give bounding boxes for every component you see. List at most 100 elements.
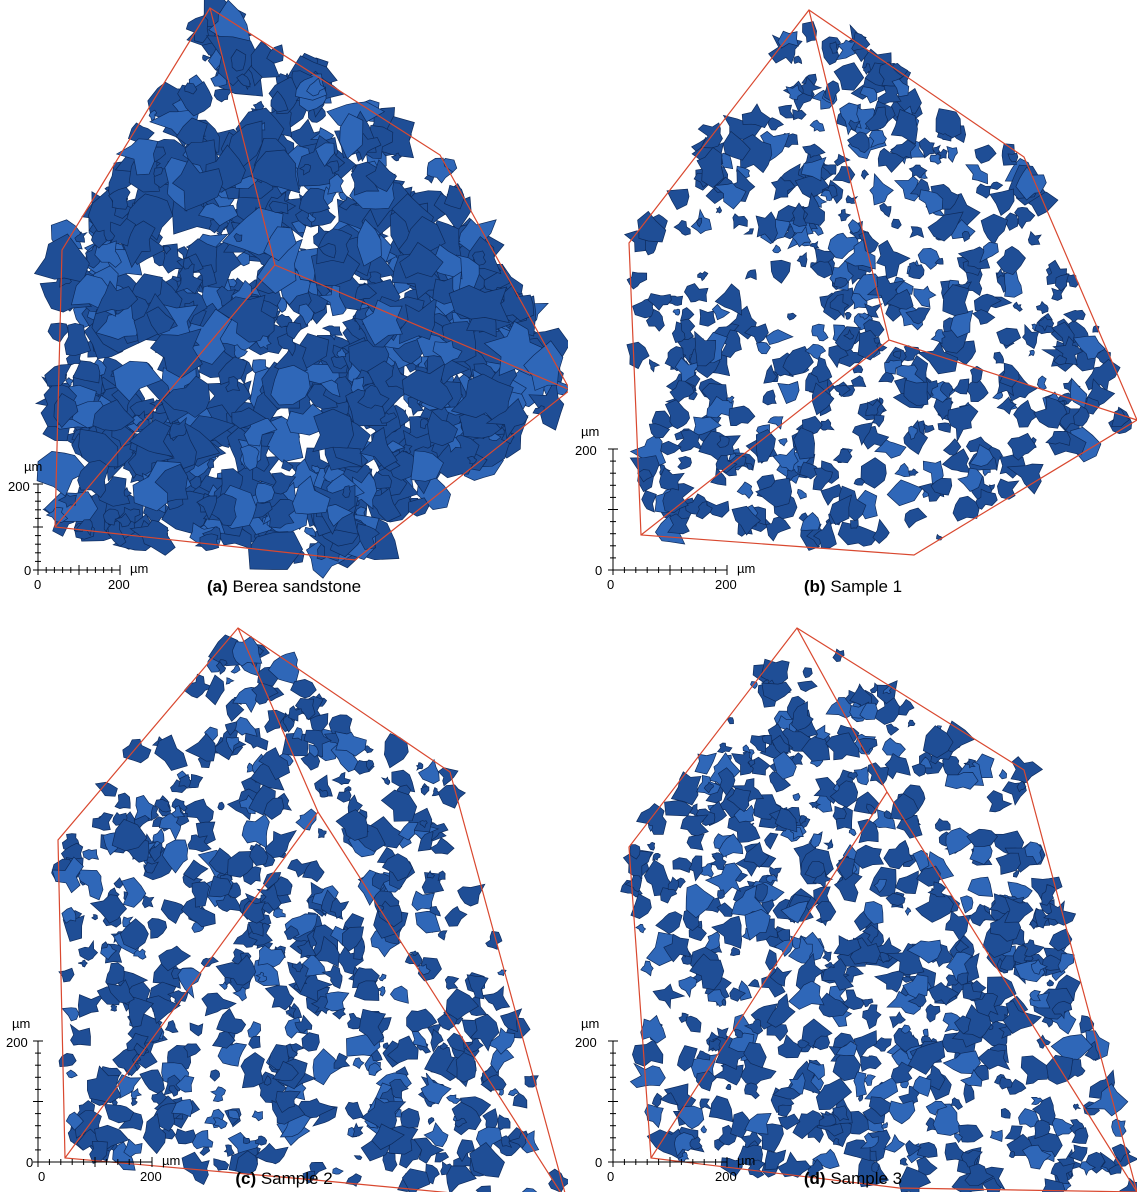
- pore-blob: [437, 767, 459, 787]
- pore-blob: [217, 1042, 248, 1067]
- pore-blob: [240, 1052, 265, 1089]
- pore-blob: [410, 450, 444, 482]
- pore-blob: [873, 878, 887, 894]
- pore-blob: [743, 1018, 764, 1035]
- pore-blob: [112, 360, 163, 402]
- pore-blob: [216, 1008, 247, 1035]
- pore-blob: [820, 189, 833, 201]
- pore-blob: [512, 1092, 528, 1109]
- pore-blob: [62, 915, 85, 942]
- pore-blob: [420, 1072, 452, 1105]
- pore-blob: [143, 861, 160, 874]
- panel-b: µm 200 0 0 200 µm (b) Sample 1: [569, 0, 1137, 596]
- pore-blob: [802, 667, 813, 679]
- pore-blob: [1027, 230, 1042, 246]
- pore-blob: [677, 1045, 698, 1072]
- pore-blob: [233, 233, 243, 242]
- pore-blob: [903, 419, 929, 455]
- pore-blob: [125, 193, 174, 241]
- pore-blob: [824, 962, 835, 969]
- pore-blob: [1016, 780, 1027, 793]
- pore-blob: [1036, 375, 1047, 391]
- pore-blob: [82, 849, 100, 861]
- pore-blob: [223, 1144, 235, 1157]
- pore-blob: [266, 44, 284, 64]
- pore-blob: [485, 930, 503, 950]
- pore-blob: [894, 462, 911, 477]
- pore-blob: [291, 220, 307, 234]
- pore-blob: [252, 501, 273, 519]
- pore-blob: [965, 164, 988, 185]
- pore-blob: [361, 299, 403, 346]
- pore-blob: [339, 113, 364, 160]
- pore-blob: [1046, 979, 1055, 987]
- pore-blob: [191, 881, 210, 908]
- pore-blob: [439, 1042, 449, 1050]
- pore-blob: [829, 494, 852, 526]
- pore-blob: [128, 419, 175, 458]
- pore-blob: [187, 834, 212, 853]
- pore-blob: [448, 285, 511, 324]
- pore-blob: [648, 423, 671, 439]
- pore-blob: [908, 261, 925, 280]
- pore-blob: [358, 1008, 387, 1047]
- pore-blob: [716, 435, 730, 448]
- pore-blob: [163, 245, 172, 255]
- pore-blob: [792, 202, 808, 227]
- pore-blob: [58, 1053, 77, 1067]
- pore-blob: [304, 526, 317, 538]
- pore-blob: [208, 875, 232, 898]
- pore-blob: [353, 980, 380, 1001]
- pore-blob: [1021, 1144, 1052, 1170]
- pore-blob: [51, 856, 84, 894]
- pore-blob: [1006, 463, 1044, 495]
- pore-blob: [217, 801, 225, 811]
- pore-blob: [398, 821, 419, 841]
- pore-blob: [366, 759, 375, 771]
- pore-blob: [247, 1021, 262, 1039]
- pore-blob: [694, 330, 716, 367]
- pore-blob: [469, 1013, 500, 1052]
- x-axis-unit: µm: [737, 561, 756, 576]
- pore-blob: [670, 771, 702, 806]
- pore-blob: [640, 960, 654, 977]
- pore-blob: [133, 794, 154, 822]
- pore-blob: [64, 322, 92, 357]
- pore-blob: [953, 378, 970, 395]
- pore-blob: [263, 1075, 272, 1086]
- pore-blob: [640, 1014, 667, 1044]
- pore-blob: [386, 1035, 419, 1064]
- pore-blob: [239, 444, 260, 471]
- pore-blob: [904, 907, 912, 916]
- pore-blob: [663, 933, 691, 963]
- pore-blob: [1038, 316, 1055, 332]
- pore-blob: [350, 376, 366, 394]
- pore-blob: [726, 395, 735, 404]
- pore-blob: [810, 833, 822, 848]
- pore-blob: [785, 469, 800, 482]
- pore-blob: [162, 375, 211, 418]
- pore-blob: [212, 1117, 228, 1130]
- pore-blob: [251, 682, 279, 705]
- pore-blob: [664, 399, 690, 430]
- pore-blob: [689, 953, 725, 990]
- pore-blob: [446, 1032, 465, 1052]
- pore-blob: [213, 88, 233, 103]
- pore-blob: [342, 485, 351, 498]
- pore-blob: [843, 238, 876, 270]
- pore-blob: [446, 1094, 463, 1104]
- pore-blob: [809, 119, 825, 132]
- pore-blob: [437, 870, 446, 882]
- pore-blob: [771, 734, 790, 754]
- pore-blob: [105, 962, 125, 988]
- pore-network-render-a: [33, 0, 568, 579]
- pore-network-render-d: [608, 627, 1137, 1192]
- pore-blob: [868, 130, 887, 149]
- pore-blob: [714, 1138, 726, 1151]
- pore-blob: [472, 250, 487, 266]
- pore-blob: [641, 490, 657, 513]
- pore-blob: [763, 364, 778, 384]
- pore-blob: [523, 340, 564, 391]
- pore-blob: [714, 283, 743, 316]
- pore-blob: [344, 1101, 364, 1120]
